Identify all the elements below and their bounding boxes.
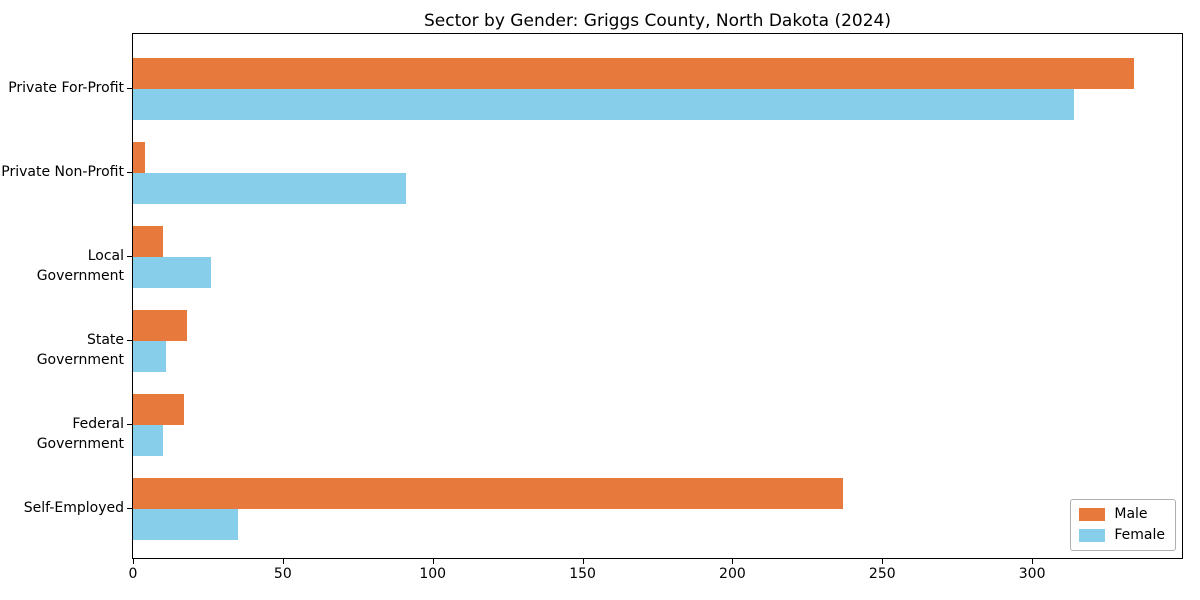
x-tick-label-0: 0 [128, 566, 138, 582]
bar-female-self-employed [133, 509, 238, 540]
x-tick-mark [582, 559, 584, 564]
x-tick-label-100: 100 [419, 566, 447, 582]
bar-female-federal-government [133, 425, 163, 456]
y-tick-label-federal-government: Federal Government [36, 416, 124, 452]
y-tick-label-self-employed: Self-Employed [23, 500, 124, 516]
bar-male-private-non-profit [133, 142, 145, 173]
x-tick-label-200: 200 [719, 566, 746, 582]
legend-swatch-female [1079, 529, 1106, 542]
x-tick-label-50: 50 [273, 566, 292, 582]
x-tick-mark [882, 559, 884, 564]
bar-female-private-non-profit [133, 173, 406, 204]
x-tick-mark [282, 559, 284, 564]
bar-female-local-government [133, 257, 211, 288]
chart-title: Sector by Gender: Griggs County, North D… [424, 11, 891, 31]
x-tick-label-150: 150 [569, 566, 596, 582]
y-tick-label-local-government: Local Government [36, 248, 124, 284]
bar-male-private-for-profit [133, 58, 1134, 89]
bar-male-self-employed [133, 478, 843, 509]
bar-female-private-for-profit [133, 89, 1074, 120]
y-tick-mark [127, 256, 132, 257]
legend-swatch-male [1079, 508, 1106, 521]
y-tick-mark [127, 340, 132, 341]
x-tick-mark [1032, 559, 1034, 564]
legend-label-male: Male [1114, 506, 1148, 522]
x-tick-mark [133, 559, 134, 564]
y-tick-label-private-non-profit: Private Non-Profit [1, 164, 124, 180]
legend: Male Female [1070, 499, 1176, 551]
x-tick-label-250: 250 [868, 566, 896, 582]
bar-male-local-government [133, 226, 163, 257]
y-tick-mark [127, 172, 132, 173]
x-tick-label-300: 300 [1018, 566, 1046, 582]
plot-area: Male Female [132, 33, 1183, 559]
y-tick-mark [127, 424, 132, 425]
legend-item-male: Male [1079, 507, 1165, 522]
y-tick-label-private-for-profit: Private For-Profit [8, 80, 124, 96]
x-tick-mark [732, 559, 734, 564]
y-tick-mark [127, 88, 132, 89]
y-tick-label-state-government: State Government [36, 332, 124, 368]
legend-item-female: Female [1079, 528, 1165, 543]
x-tick-mark [432, 559, 434, 564]
bar-male-federal-government [133, 394, 184, 425]
legend-label-female: Female [1114, 527, 1165, 543]
bar-male-state-government [133, 310, 187, 341]
bar-female-state-government [133, 341, 166, 372]
y-tick-mark [127, 508, 132, 509]
